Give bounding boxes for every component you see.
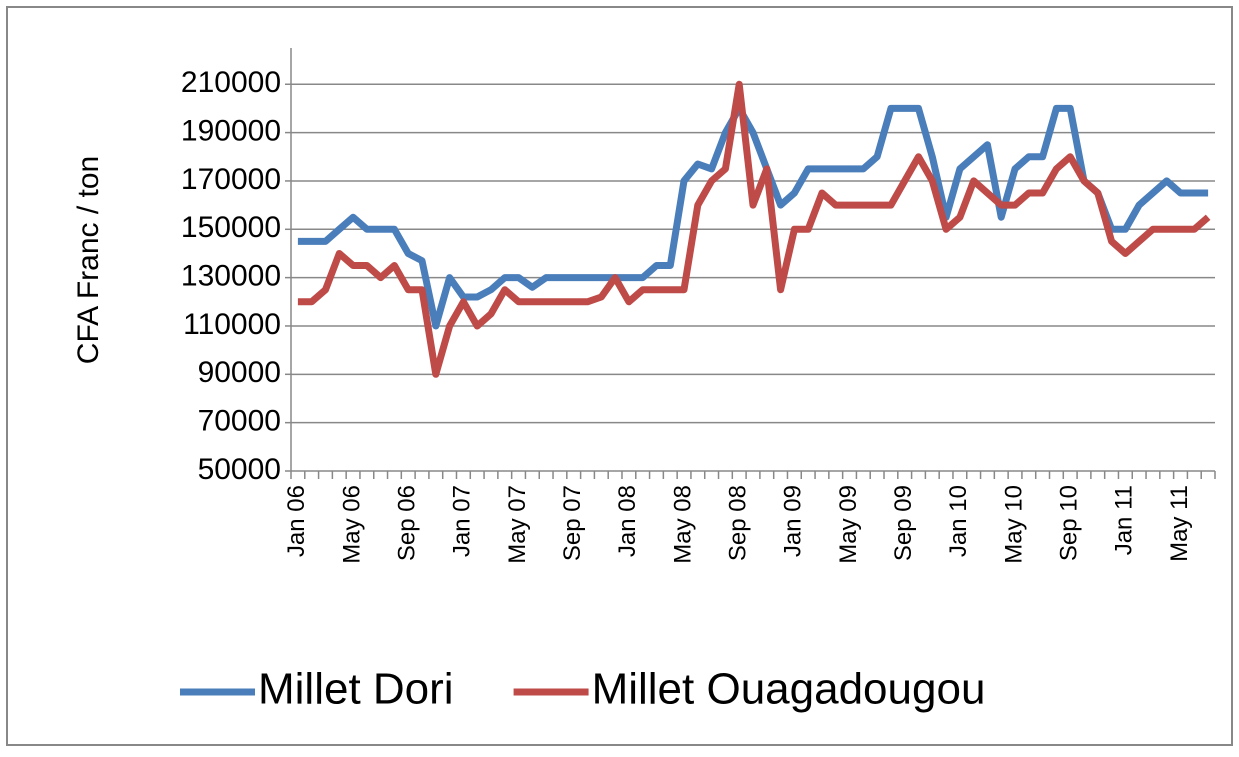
legend-label: Millet Dori <box>258 665 454 714</box>
x-tick-label: May 06 <box>338 485 365 564</box>
y-tick-label: 50000 <box>198 453 281 486</box>
x-tick-label: Jan 09 <box>780 485 807 557</box>
x-tick-label: May 07 <box>504 485 531 564</box>
y-tick-label: 150000 <box>181 211 281 244</box>
x-tick-label: Sep 08 <box>725 485 752 561</box>
y-tick-label: 70000 <box>198 405 281 438</box>
x-tick-label: Sep 09 <box>890 485 917 561</box>
x-tick-label: Jan 11 <box>1111 485 1138 555</box>
legend-label: Millet Ouagadougou <box>592 665 986 714</box>
series-line <box>297 80 1211 378</box>
y-tick-label: 130000 <box>181 260 281 293</box>
x-tick-label: May 09 <box>835 485 862 564</box>
x-tick-label: Sep 07 <box>559 485 586 561</box>
chart-border <box>6 6 1233 746</box>
x-tick-label: Jan 06 <box>283 485 310 557</box>
x-tick-label: Sep 06 <box>394 485 421 561</box>
x-tick-label: Sep 10 <box>1056 485 1083 561</box>
x-tick-label: May 10 <box>1000 485 1027 564</box>
y-tick-label: 210000 <box>181 66 281 99</box>
x-tick-label: May 08 <box>669 485 696 564</box>
y-tick-label: 170000 <box>181 163 281 196</box>
y-axis-label: CFA Franc / ton <box>72 156 105 364</box>
x-tick-label: Jan 07 <box>449 485 476 557</box>
y-tick-label: 190000 <box>181 115 281 148</box>
y-tick-label: 90000 <box>198 356 281 389</box>
series-line <box>297 104 1209 330</box>
x-tick-label: Jan 08 <box>614 485 641 557</box>
x-tick-label: May 11 <box>1166 485 1193 562</box>
x-tick-label: Jan 10 <box>945 485 972 557</box>
y-tick-label: 110000 <box>183 308 281 341</box>
